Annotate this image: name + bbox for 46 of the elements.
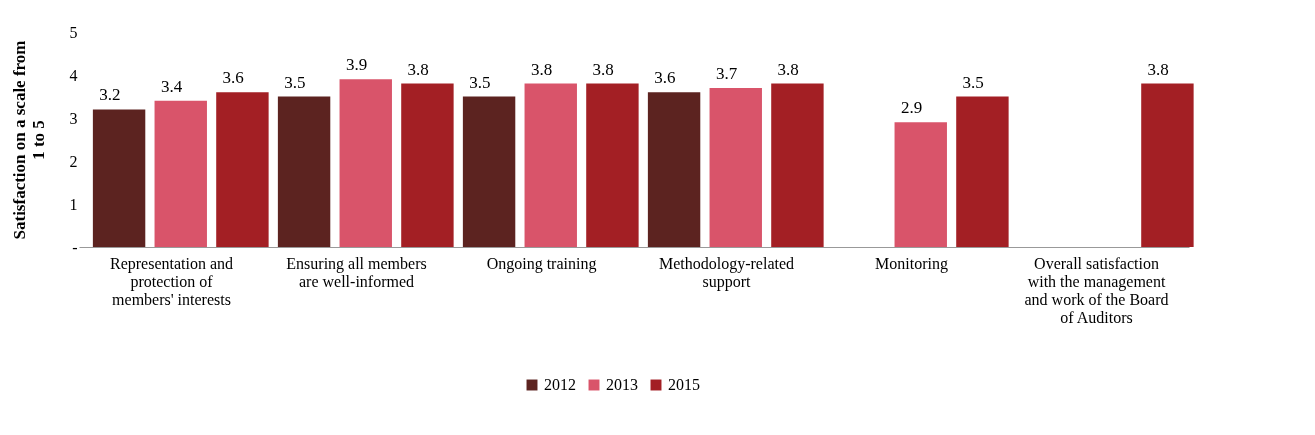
data-label: 3.8 [592,59,614,79]
x-tick-label: Overall satisfaction with the management and work of the Board of Auditors [1024,254,1169,326]
bar [524,83,577,247]
data-label: 2.9 [900,98,923,118]
bar [277,96,331,247]
x-tick-label: Methodology-related support [658,254,795,291]
bar [92,109,146,247]
bar [339,79,392,247]
bar [709,87,762,247]
x-tick-label: Representation and protection of members' interests [109,254,234,308]
legend-label: 2015 [668,376,700,393]
bar [894,122,947,247]
data-label: 3.5 [469,72,491,92]
bar [1141,83,1194,247]
y-tick-label: - [72,238,78,256]
data-label: 3.8 [407,59,429,79]
data-label: 3.4 [160,76,183,96]
legend-label: 2013 [606,376,638,393]
bar [216,92,269,247]
bar [647,92,701,247]
data-label: 3.5 [284,72,306,92]
bar [586,83,639,247]
y-tick-label: 2 [69,152,78,170]
bar [956,96,1009,247]
bar [462,96,516,247]
data-label: 3.2 [99,85,121,105]
x-tick-label: Ongoing training [486,254,597,273]
y-axis-title: Satisfaction on a scale from 1 to 5 [9,40,48,240]
bar [401,83,454,247]
y-tick-label: 1 [69,195,78,213]
y-tick-label: 4 [69,66,78,84]
data-label: 3.8 [1147,59,1169,79]
data-label: 3.8 [530,59,553,79]
bar [771,83,824,247]
data-label: 3.5 [962,72,984,92]
legend-label: 2012 [544,376,576,393]
x-tick-label: Ensuring all members are well-informed [286,254,427,290]
data-label: 3.6 [654,68,676,88]
data-label: 3.6 [222,68,244,88]
y-tick-label: 5 [69,23,78,41]
data-label: 3.9 [345,55,368,75]
x-tick-label: Monitoring [875,254,948,273]
bar [154,100,207,247]
data-label: 3.7 [715,63,738,83]
data-label: 3.8 [777,59,799,79]
y-tick-label: 3 [69,109,78,127]
